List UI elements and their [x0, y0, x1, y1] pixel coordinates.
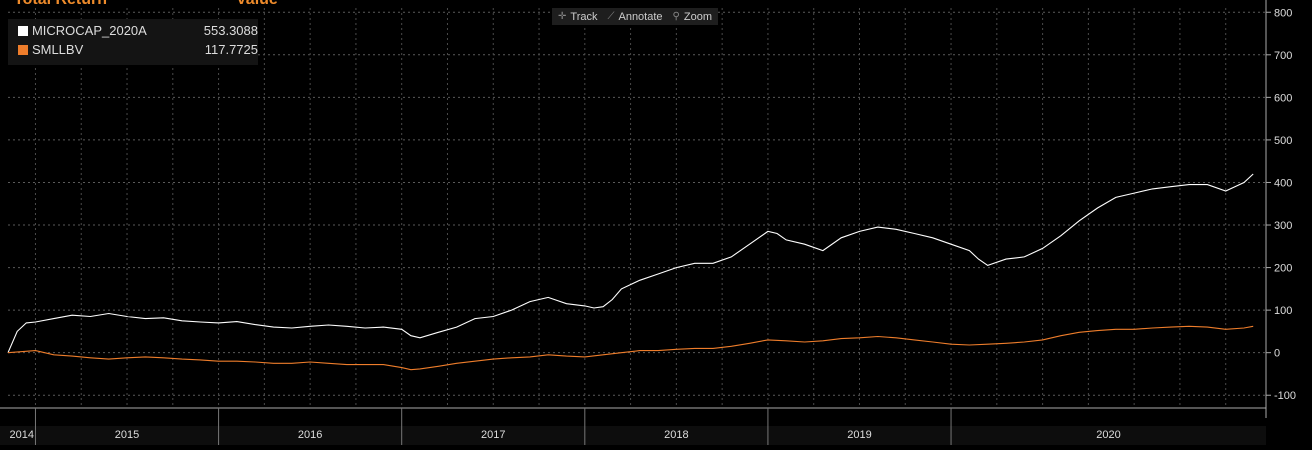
series-line-smllbv	[7, 325, 1254, 371]
y-tick-label: 400	[1274, 177, 1292, 189]
legend-item-smllbv[interactable]: SMLLBV 117.7725	[8, 40, 258, 59]
legend-series-name: MICROCAP_2020A	[31, 23, 147, 38]
crosshair-icon: ✛	[558, 11, 567, 22]
x-tick-label: 2018	[664, 429, 688, 441]
header-strip: Total Return Value	[0, 0, 1270, 8]
series-line-microcap	[7, 173, 1254, 353]
y-tick-label: 200	[1274, 263, 1292, 275]
y-tick-label: 700	[1274, 50, 1292, 62]
y-tick-label: 800	[1274, 7, 1292, 19]
legend-swatch-orange	[18, 44, 28, 55]
y-tick-label: -100	[1274, 390, 1296, 402]
x-tick-label: 2017	[481, 429, 505, 441]
y-tick-label: 300	[1274, 220, 1292, 232]
y-tick-label: 0	[1274, 348, 1280, 360]
y-tick-label: 600	[1274, 92, 1292, 104]
x-tick-label: 2015	[115, 429, 139, 441]
x-tick-label: 2020	[1096, 429, 1120, 441]
chart-toolbar: ✛ Track ⟋ Annotate ⚲ Zoom	[552, 8, 718, 25]
x-axis-band	[0, 426, 1266, 445]
legend: MICROCAP_2020A 553.3088 SMLLBV 117.7725	[8, 19, 258, 65]
annotate-button[interactable]: ⟋ Annotate	[607, 11, 662, 23]
zoom-label: Zoom	[683, 10, 712, 23]
x-tick-label: 2016	[298, 429, 322, 441]
magnifier-icon: ⚲	[672, 11, 680, 22]
x-tick-label: 2014	[9, 429, 33, 441]
legend-swatch-white	[18, 25, 28, 36]
annotate-label: Annotate	[618, 10, 663, 23]
legend-series-value: 553.3088	[203, 23, 258, 38]
legend-series-value: 117.7725	[204, 42, 258, 57]
y-tick-label: 500	[1274, 135, 1292, 147]
header-right-title[interactable]: Value	[236, 0, 278, 8]
pencil-icon: ⟋	[607, 11, 615, 22]
zoom-button[interactable]: ⚲ Zoom	[673, 11, 712, 23]
legend-item-microcap[interactable]: MICROCAP_2020A 553.3088	[8, 21, 258, 40]
y-tick-label: 100	[1274, 305, 1292, 317]
x-tick-label: 2019	[847, 429, 871, 441]
track-label: Track	[570, 10, 598, 23]
header-left-title[interactable]: Total Return	[14, 0, 107, 8]
legend-series-name: SMLLBV	[31, 42, 84, 57]
track-button[interactable]: ✛ Track	[558, 11, 597, 23]
